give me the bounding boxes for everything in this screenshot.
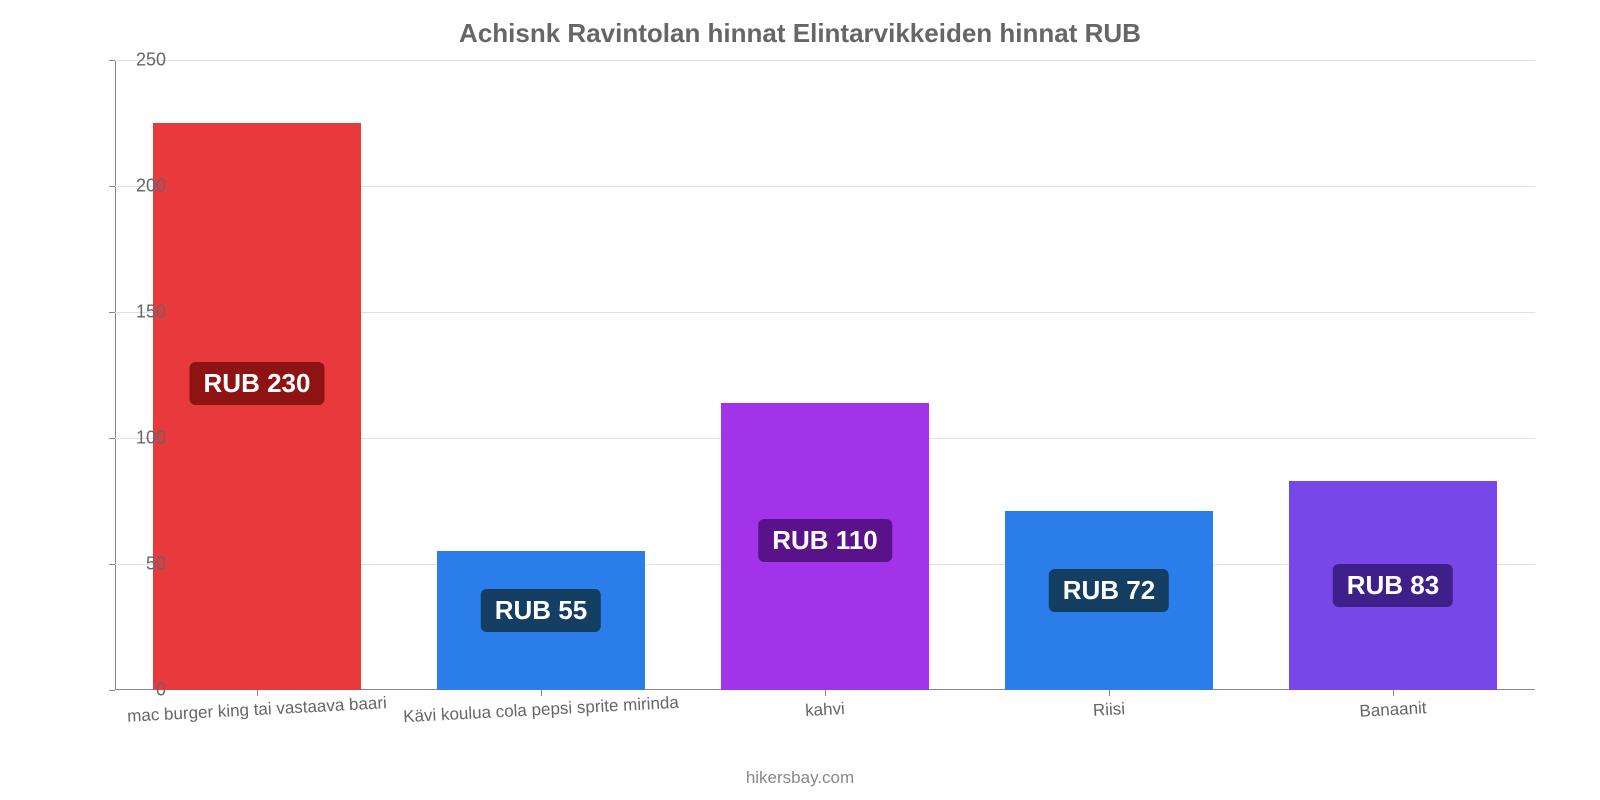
chart-source-credit: hikersbay.com [0, 768, 1600, 788]
value-badge: RUB 55 [481, 589, 601, 632]
bar [153, 123, 360, 690]
y-tick-label: 250 [106, 50, 166, 71]
chart-title: Achisnk Ravintolan hinnat Elintarvikkeid… [0, 18, 1600, 49]
y-tick-label: 50 [106, 554, 166, 575]
x-tick-mark [257, 690, 258, 696]
value-badge: RUB 72 [1049, 569, 1169, 612]
x-tick-mark [1109, 690, 1110, 696]
value-badge: RUB 230 [190, 362, 325, 405]
x-tick-mark [541, 690, 542, 696]
x-tick-mark [1393, 690, 1394, 696]
price-bar-chart: Achisnk Ravintolan hinnat Elintarvikkeid… [0, 0, 1600, 800]
y-tick-label: 0 [106, 680, 166, 701]
y-tick-label: 150 [106, 302, 166, 323]
x-category-label: Banaanit [1359, 698, 1427, 721]
x-category-label: kahvi [805, 699, 846, 721]
y-tick-label: 100 [106, 428, 166, 449]
gridline [115, 60, 1535, 61]
y-axis-line [115, 60, 116, 690]
value-badge: RUB 110 [758, 519, 892, 562]
x-category-label: Kävi koulua cola pepsi sprite mirinda [403, 693, 680, 727]
plot-area: RUB 230 RUB 55 RUB 110 RUB 72 RUB 83 [115, 60, 1535, 690]
x-tick-mark [825, 690, 826, 696]
value-badge: RUB 83 [1333, 564, 1453, 607]
y-tick-label: 200 [106, 176, 166, 197]
x-category-label: Riisi [1092, 699, 1125, 721]
